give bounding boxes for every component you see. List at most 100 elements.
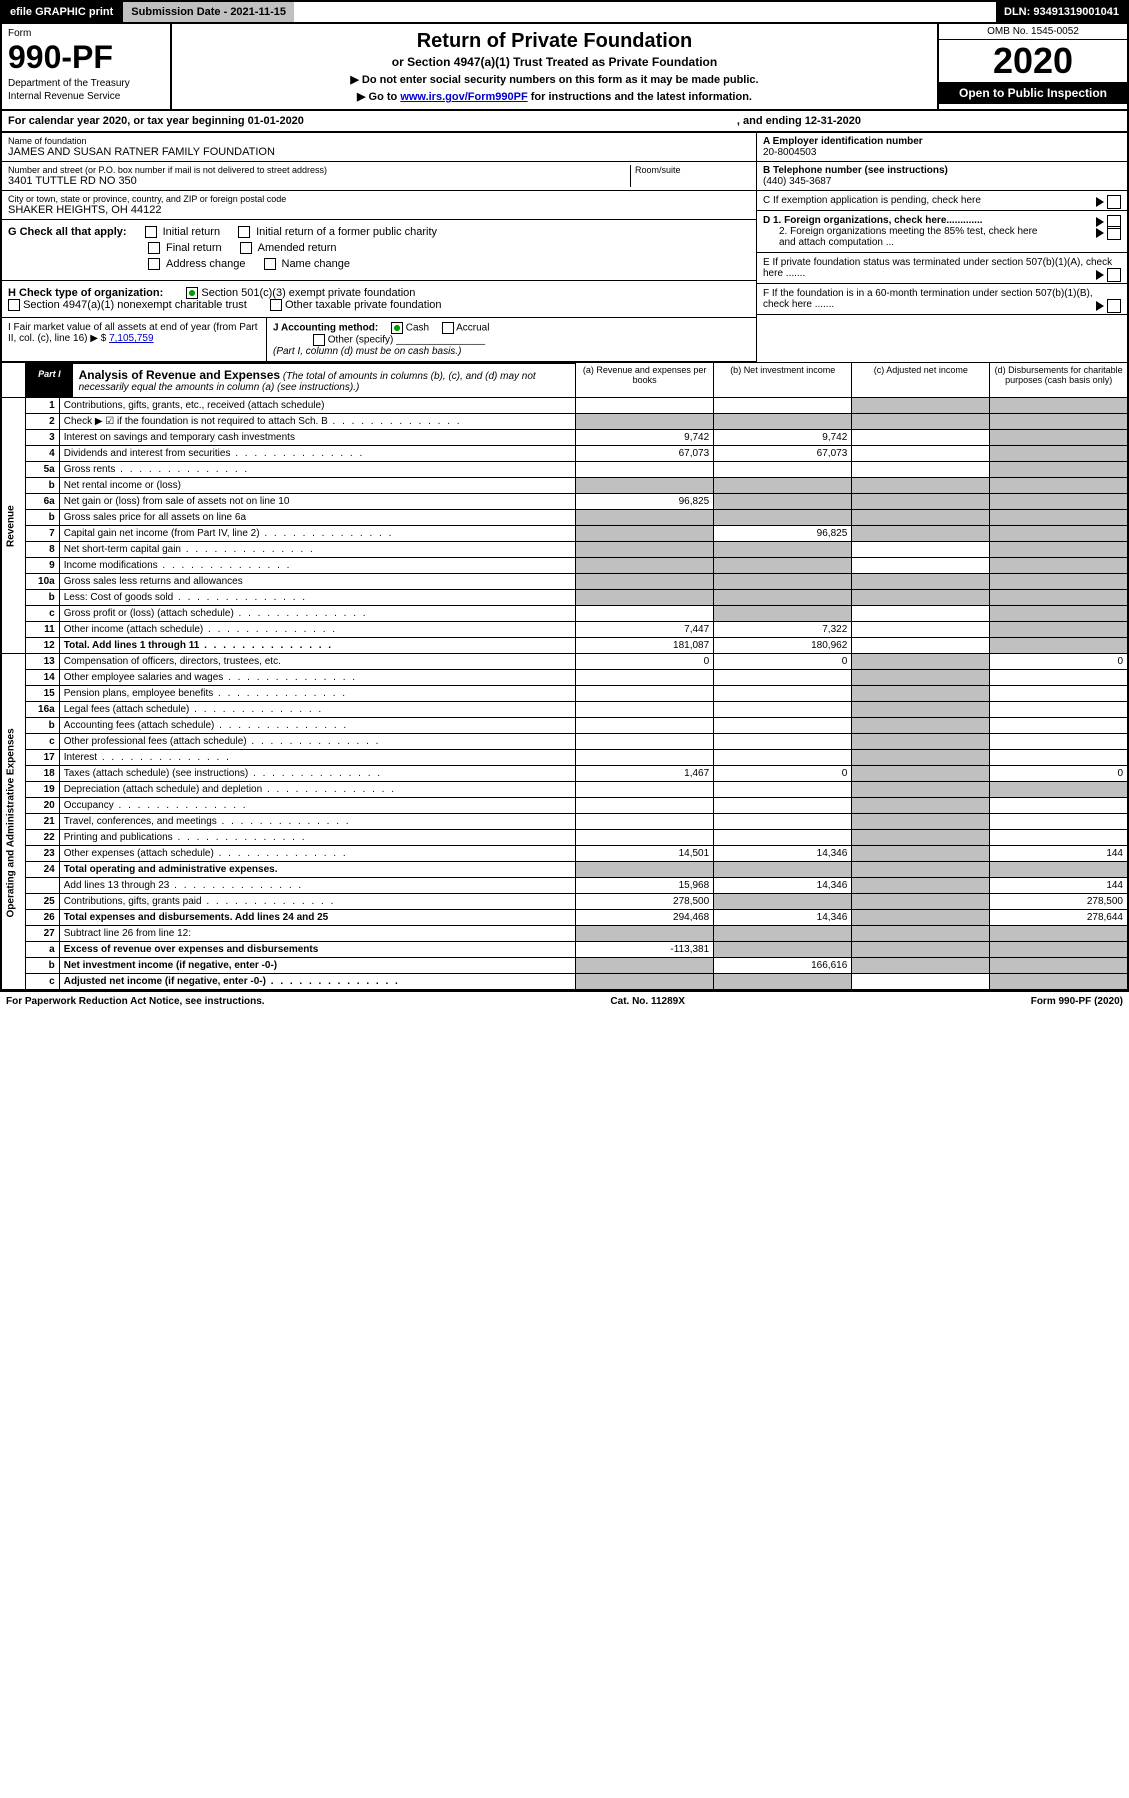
table-row: 25Contributions, gifts, grants paid278,5… — [1, 894, 1128, 910]
cell-col-c — [852, 974, 990, 991]
line-label: Subtract line 26 from line 12: — [59, 926, 575, 942]
cell-col-a — [576, 718, 714, 734]
paperwork-notice: For Paperwork Reduction Act Notice, see … — [6, 996, 265, 1007]
table-row: bNet rental income or (loss) — [1, 478, 1128, 494]
phone-cell: B Telephone number (see instructions) (4… — [757, 162, 1127, 191]
line-label: Excess of revenue over expenses and disb… — [59, 942, 575, 958]
cell-col-b — [714, 686, 852, 702]
chk-initial-return[interactable] — [145, 226, 157, 238]
cell-col-d — [990, 526, 1128, 542]
cell-col-d: 278,500 — [990, 894, 1128, 910]
cell-col-b: 14,346 — [714, 846, 852, 862]
cell-col-a: 15,968 — [576, 878, 714, 894]
chk-cash[interactable] — [391, 322, 403, 334]
cell-col-d — [990, 798, 1128, 814]
cell-col-a: 14,501 — [576, 846, 714, 862]
cell-col-b — [714, 510, 852, 526]
line-number: 14 — [26, 670, 60, 686]
chk-amended[interactable] — [240, 242, 252, 254]
line-number: 19 — [26, 782, 60, 798]
cell-col-c — [852, 494, 990, 510]
table-row: 7Capital gain net income (from Part IV, … — [1, 526, 1128, 542]
cell-col-d — [990, 814, 1128, 830]
line-number: 17 — [26, 750, 60, 766]
cell-col-a — [576, 398, 714, 414]
cell-col-d: 144 — [990, 846, 1128, 862]
line-label: Occupancy — [59, 798, 575, 814]
line-label: Gross profit or (loss) (attach schedule) — [59, 606, 575, 622]
header-left: Form 990-PF Department of the Treasury I… — [2, 24, 172, 109]
chk-c[interactable] — [1107, 195, 1121, 209]
line-number: 10a — [26, 574, 60, 590]
chk-initial-former[interactable] — [238, 226, 250, 238]
form-number: 990-PF — [8, 39, 164, 76]
table-row: 12Total. Add lines 1 through 11181,08718… — [1, 638, 1128, 654]
line-label: Other income (attach schedule) — [59, 622, 575, 638]
line-number: 20 — [26, 798, 60, 814]
city-cell: City or town, state or province, country… — [2, 191, 756, 220]
table-row: 2Check ▶ ☑ if the foundation is not requ… — [1, 414, 1128, 430]
open-public: Open to Public Inspection — [939, 82, 1127, 104]
line-label: Add lines 13 through 23 — [59, 878, 575, 894]
table-row: cGross profit or (loss) (attach schedule… — [1, 606, 1128, 622]
chk-other-method[interactable] — [313, 334, 325, 346]
cal-year-end: , and ending 12-31-2020 — [737, 115, 861, 127]
cell-col-a — [576, 974, 714, 991]
cell-col-b — [714, 670, 852, 686]
cell-col-b — [714, 814, 852, 830]
chk-d2[interactable] — [1107, 226, 1121, 240]
cell-col-b — [714, 862, 852, 878]
line-label: Income modifications — [59, 558, 575, 574]
arrow-icon — [1096, 197, 1104, 207]
cell-col-a: -113,381 — [576, 942, 714, 958]
cell-col-b: 14,346 — [714, 878, 852, 894]
chk-address-change[interactable] — [148, 258, 160, 270]
irs-link[interactable]: www.irs.gov/Form990PF — [400, 91, 527, 103]
chk-4947[interactable] — [8, 299, 20, 311]
cell-col-b — [714, 926, 852, 942]
cell-col-c — [852, 718, 990, 734]
cell-col-c — [852, 446, 990, 462]
line-number: 7 — [26, 526, 60, 542]
table-row: 24Total operating and administrative exp… — [1, 862, 1128, 878]
table-row: aExcess of revenue over expenses and dis… — [1, 942, 1128, 958]
cell-col-d — [990, 862, 1128, 878]
line-label: Net investment income (if negative, ente… — [59, 958, 575, 974]
expenses-section-label: Operating and Administrative Expenses — [1, 654, 26, 991]
chk-accrual[interactable] — [442, 322, 454, 334]
line-number: b — [26, 478, 60, 494]
cell-col-a — [576, 542, 714, 558]
box-d: D 1. Foreign organizations, check here..… — [757, 211, 1127, 253]
fmv-value[interactable]: 7,105,759 — [109, 333, 154, 344]
cell-col-c — [852, 398, 990, 414]
chk-name-change[interactable] — [264, 258, 276, 270]
table-row: 9Income modifications — [1, 558, 1128, 574]
line-number: 24 — [26, 862, 60, 878]
chk-other-taxable[interactable] — [270, 299, 282, 311]
chk-e[interactable] — [1107, 268, 1121, 282]
cal-year-begin: For calendar year 2020, or tax year begi… — [8, 115, 304, 127]
table-row: 15Pension plans, employee benefits — [1, 686, 1128, 702]
cell-col-c — [852, 878, 990, 894]
instruction-2: ▶ Go to www.irs.gov/Form990PF for instru… — [178, 90, 931, 103]
revenue-section-label: Revenue — [1, 398, 26, 654]
cell-col-a: 181,087 — [576, 638, 714, 654]
line-label: Contributions, gifts, grants paid — [59, 894, 575, 910]
line-number — [26, 878, 60, 894]
cell-col-c — [852, 798, 990, 814]
cell-col-d — [990, 974, 1128, 991]
table-row: 19Depreciation (attach schedule) and dep… — [1, 782, 1128, 798]
line-number: 18 — [26, 766, 60, 782]
cell-col-a — [576, 958, 714, 974]
cell-col-a — [576, 558, 714, 574]
chk-501c3[interactable] — [186, 287, 198, 299]
line-label: Other expenses (attach schedule) — [59, 846, 575, 862]
form-ref: Form 990-PF (2020) — [1031, 996, 1123, 1007]
cell-col-b — [714, 398, 852, 414]
line-label: Gross sales less returns and allowances — [59, 574, 575, 590]
cell-col-d — [990, 782, 1128, 798]
dln-label: DLN: 93491319001041 — [996, 2, 1127, 22]
chk-final-return[interactable] — [148, 242, 160, 254]
chk-f[interactable] — [1107, 299, 1121, 313]
cell-col-d — [990, 510, 1128, 526]
